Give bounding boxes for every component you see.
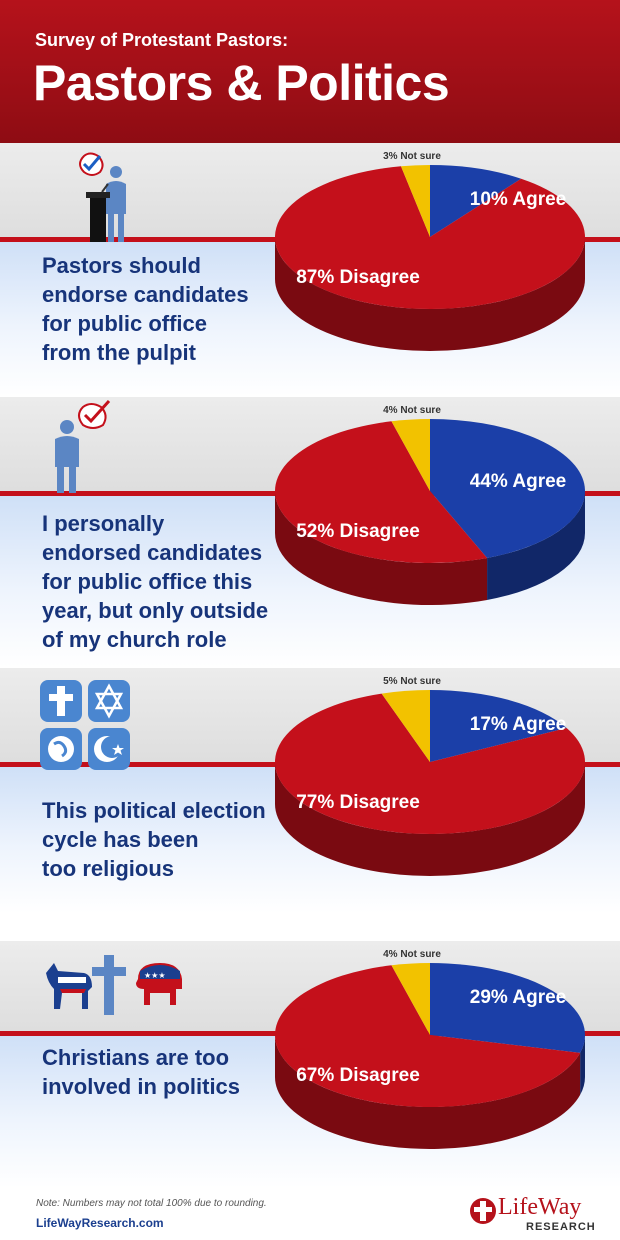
agree-label: 44% Agree (470, 471, 566, 492)
header-banner: Survey of Protestant Pastors: Pastors & … (0, 0, 620, 143)
disagree-label: 77% Disagree (296, 792, 420, 813)
pie-slice-disagree (275, 965, 581, 1107)
pie-side-disagree (275, 762, 585, 876)
agree-label: 10% Agree (470, 189, 566, 210)
footer-note: Note: Numbers may not total 100% due to … (36, 1198, 267, 1209)
question-line: endorse candidates (42, 282, 249, 307)
pie-slice-agree (430, 165, 522, 237)
pie-side-disagree (275, 491, 488, 605)
footer-link[interactable]: LifeWayResearch.com (36, 1216, 164, 1230)
question-line: I personally (42, 511, 165, 536)
pie-slice-agree (430, 690, 567, 762)
question-line: of my church role (42, 627, 227, 652)
not-sure-label: 5% Not sure (383, 676, 441, 687)
question-line: involved in politics (42, 1074, 241, 1099)
religious-symbols-icon (40, 680, 130, 770)
question-text: I personally endorsed candidates for pub… (42, 509, 287, 654)
question-text: This political election cycle has been t… (42, 796, 287, 883)
pie-chart: 17% Agree 77% Disagree 5% Not sure (275, 676, 585, 876)
disagree-label: 52% Disagree (296, 521, 420, 542)
panel-4: Christians are too involved in politics … (0, 941, 620, 1188)
logo-name: LifeWay (498, 1194, 582, 1220)
pie-slice-agree (430, 963, 585, 1053)
donkey-cross-elephant-icon: ★★★ (46, 955, 182, 1015)
pie-side-disagree (275, 237, 585, 351)
pie-slice-not_sure (381, 690, 430, 762)
pie-slice-not_sure (391, 419, 430, 491)
pie-chart: 44% Agree 52% Disagree 4% Not sure (275, 405, 585, 605)
pie-side-agree (580, 1035, 585, 1095)
lifeway-cross-icon (470, 1198, 496, 1224)
panel-3: This political election cycle has been t… (0, 668, 620, 913)
header-subtitle: Survey of Protestant Pastors: (35, 30, 289, 50)
panel-1: Pastors should endorse candidates for pu… (0, 143, 620, 396)
disagree-label: 87% Disagree (296, 267, 420, 288)
question-line: This political election (42, 798, 266, 823)
svg-text:★★★: ★★★ (144, 971, 166, 980)
pie-slice-not_sure (391, 963, 430, 1035)
question-line: endorsed candidates (42, 540, 263, 565)
pie-side-disagree (275, 1035, 581, 1150)
question-text: Christians are too involved in politics (42, 1043, 287, 1101)
question-line: for public office this (42, 569, 253, 594)
pie-slice-disagree (275, 166, 585, 309)
not-sure-label: 3% Not sure (383, 151, 441, 162)
pie-slice-agree (430, 419, 585, 558)
not-sure-label: 4% Not sure (383, 405, 441, 416)
question-text: Pastors should endorse candidates for pu… (42, 251, 282, 367)
question-line: for public office (42, 311, 207, 336)
question-line: Pastors should (42, 253, 201, 278)
pie-chart: 10% Agree 87% Disagree 3% Not sure (275, 151, 585, 351)
pie-chart: 29% Agree 67% Disagree 4% Not sure (275, 949, 585, 1150)
agree-label: 29% Agree (470, 987, 566, 1008)
question-line: from the pulpit (42, 340, 196, 365)
question-line: cycle has been (42, 827, 199, 852)
logo-sub: RESEARCH (526, 1221, 596, 1233)
disagree-label: 67% Disagree (296, 1065, 420, 1086)
question-line: Christians are too (42, 1045, 230, 1070)
panel-2: I personally endorsed candidates for pub… (0, 397, 620, 667)
podium-speaker-icon (79, 152, 126, 242)
pie-slice-not_sure (400, 165, 430, 237)
pie-side-agree (487, 491, 585, 600)
question-line: too religious (42, 856, 174, 881)
person-checkmark-icon (55, 399, 111, 493)
question-line: year, but only outside (42, 598, 269, 623)
pie-slice-disagree (275, 693, 585, 834)
pie-slice-disagree (275, 421, 488, 563)
agree-label: 17% Agree (470, 714, 566, 735)
not-sure-label: 4% Not sure (383, 949, 441, 960)
header-title: Pastors & Politics (33, 55, 450, 111)
